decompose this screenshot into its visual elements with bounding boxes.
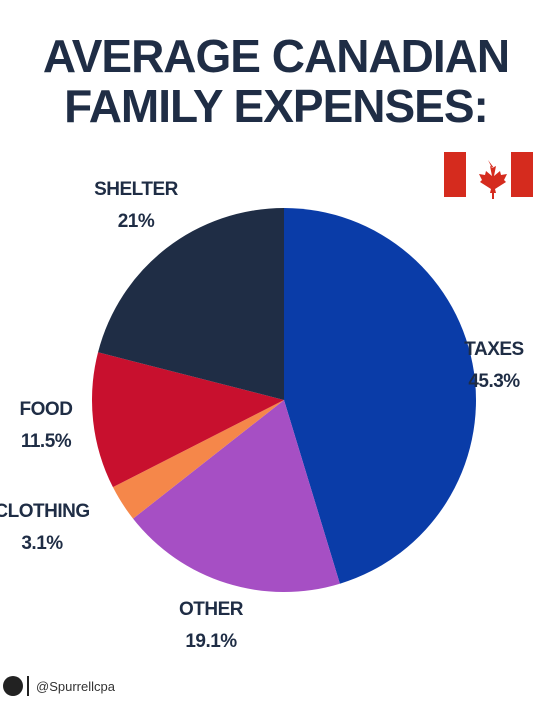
- divider: [27, 676, 29, 696]
- pie-slice: [98, 208, 284, 400]
- logo: [3, 676, 29, 696]
- chart-title: FAMILY EXPENSES:: [64, 80, 488, 132]
- pie-slice: [133, 400, 340, 592]
- slice-value-label: 3.1%: [21, 533, 63, 554]
- handle: @Spurrellcpa: [36, 679, 116, 694]
- maple-leaf: [479, 160, 507, 199]
- slice-value-label: 19.1%: [185, 631, 237, 652]
- pie-slice: [284, 208, 477, 584]
- logo-circle: [3, 676, 23, 696]
- slice-label: OTHER: [179, 599, 244, 620]
- pie-slice: [92, 352, 284, 488]
- slice-value-label: 11.5%: [21, 431, 72, 452]
- slice-label: TAXES: [464, 339, 523, 360]
- flag-left: [444, 152, 466, 197]
- slice-label: FOOD: [20, 399, 73, 420]
- flag: [444, 152, 533, 199]
- pie-slice: [112, 400, 284, 519]
- chart-title: AVERAGE CANADIAN: [43, 30, 509, 82]
- slice-label: CLOTHING: [0, 501, 90, 522]
- slice-label: SHELTER: [94, 179, 179, 200]
- slice-value-label: 21%: [118, 211, 155, 232]
- flag-right: [511, 152, 533, 197]
- slice-value-label: 45.3%: [468, 371, 520, 392]
